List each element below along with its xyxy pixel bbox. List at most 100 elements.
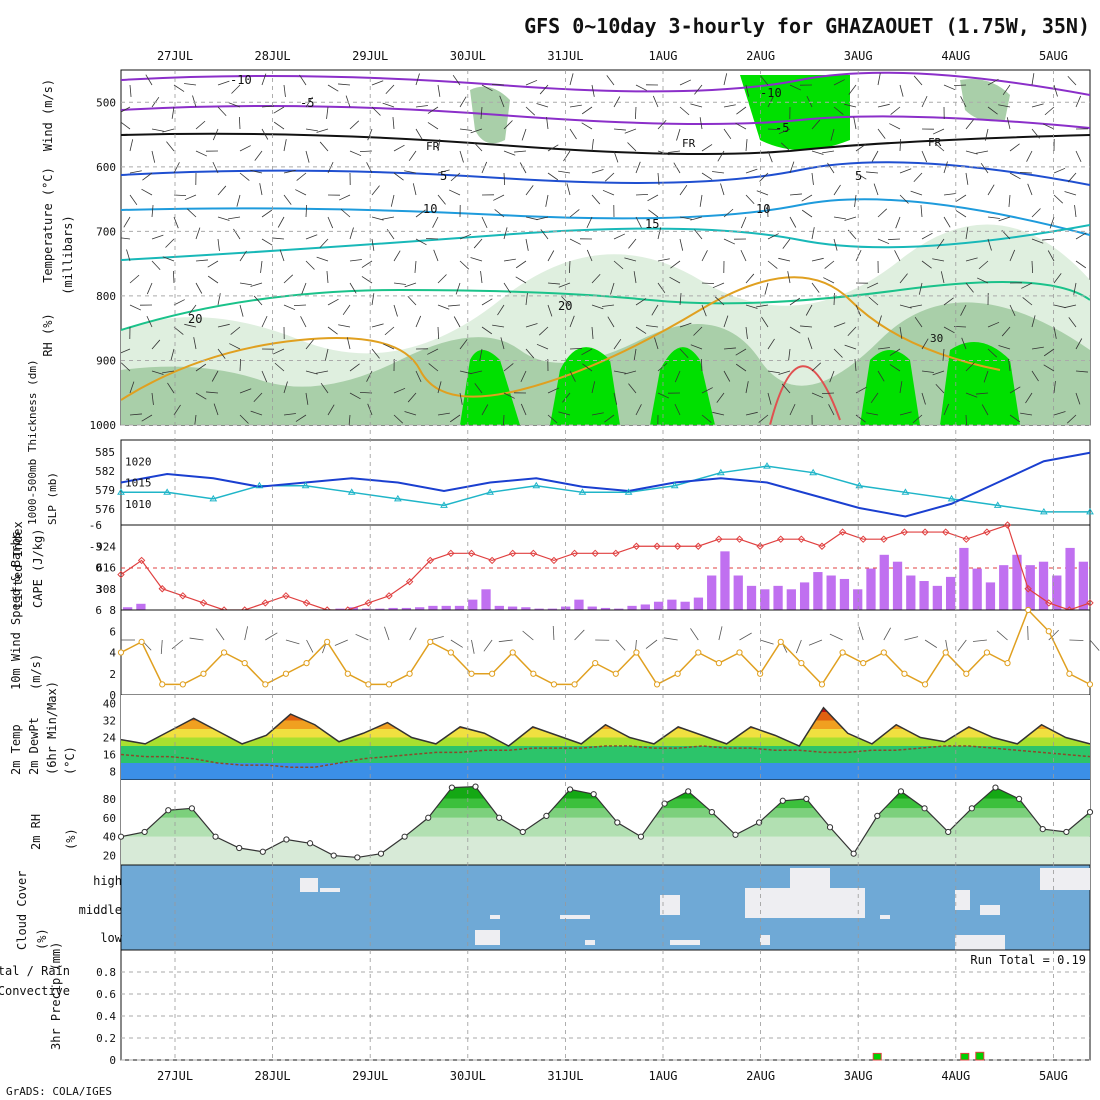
rh-shade-high-4 bbox=[860, 350, 920, 425]
surface-wind-barb bbox=[384, 626, 390, 641]
wind-barb bbox=[976, 392, 989, 395]
wind-barb bbox=[920, 205, 923, 218]
cloud-block bbox=[955, 935, 1005, 950]
top-date-label: 31JUL bbox=[547, 49, 583, 63]
wind-barb bbox=[1053, 194, 1064, 204]
wind-barb bbox=[393, 414, 404, 424]
rh-point bbox=[259, 848, 266, 855]
wind-barb bbox=[547, 144, 559, 152]
wind-barb bbox=[899, 381, 903, 394]
wind-barb bbox=[547, 304, 553, 317]
wind-speed-point bbox=[1025, 606, 1032, 614]
wind-barb bbox=[764, 282, 769, 295]
wind-barb bbox=[723, 238, 736, 245]
wind-barb bbox=[305, 234, 318, 240]
wind-barb bbox=[811, 172, 814, 185]
rh-point bbox=[637, 833, 645, 840]
wind-barb bbox=[239, 304, 244, 317]
top-date-label: 30JUL bbox=[450, 49, 486, 63]
cape-bar bbox=[1012, 554, 1022, 610]
rh-point bbox=[708, 809, 715, 816]
wind-barb bbox=[348, 414, 351, 425]
cape-bar bbox=[441, 605, 451, 610]
wind-speed-point bbox=[901, 670, 908, 677]
wind-barb bbox=[720, 183, 725, 196]
wind-barb bbox=[547, 250, 555, 262]
surface-wind-barb bbox=[334, 639, 348, 646]
wind-barb bbox=[635, 161, 641, 174]
lifted-index-marker bbox=[941, 528, 950, 536]
wind-speed-point bbox=[1086, 681, 1094, 688]
cape-bar bbox=[985, 582, 996, 610]
wind-barb bbox=[668, 150, 681, 153]
wind-barb bbox=[540, 229, 549, 240]
surface-wind-barb bbox=[244, 626, 249, 641]
wind-barb bbox=[569, 128, 577, 140]
wind-barb bbox=[787, 271, 791, 284]
wind-barb bbox=[1009, 249, 1016, 262]
wind-barb bbox=[855, 172, 867, 180]
wind-barb bbox=[821, 392, 835, 395]
wind-barb bbox=[473, 141, 483, 152]
rh-tick: 80 bbox=[103, 793, 116, 806]
wind-barb bbox=[408, 150, 417, 162]
wind-barb bbox=[525, 79, 538, 86]
wind-barb bbox=[761, 316, 769, 328]
contour-label-10: 10 bbox=[423, 202, 437, 216]
temp-contour-25 bbox=[121, 276, 1001, 401]
cloud-block bbox=[880, 915, 890, 919]
wind-barb bbox=[1042, 123, 1055, 130]
wind-barb bbox=[384, 326, 395, 336]
minmax-axis-label: (6hr Min/Max) bbox=[45, 681, 59, 775]
wind-barb bbox=[877, 128, 886, 139]
rh-axis-unit: (%) bbox=[64, 828, 78, 850]
wind-barb bbox=[415, 73, 420, 86]
wind-barb bbox=[899, 304, 912, 309]
wind-barb bbox=[745, 304, 758, 309]
wind-barb bbox=[427, 348, 439, 355]
wind-barb bbox=[326, 106, 329, 119]
wind-barb bbox=[673, 162, 681, 174]
wind-barb bbox=[1031, 370, 1039, 382]
precip-tick: 0.2 bbox=[96, 1032, 116, 1045]
wind-barb bbox=[349, 282, 357, 294]
wind-barb bbox=[870, 392, 879, 404]
lifted-index-axis-label: Lifted Index bbox=[11, 521, 25, 608]
wind-barb bbox=[602, 304, 615, 307]
wind-barb bbox=[520, 370, 527, 383]
pressure-tick: 900 bbox=[96, 354, 116, 367]
wind-barb bbox=[525, 293, 528, 306]
wind-speed-point bbox=[303, 660, 310, 667]
wind-barb bbox=[121, 121, 131, 130]
precip-tick: 0 bbox=[109, 1054, 116, 1067]
bottom-date-label: 1AUG bbox=[649, 1069, 678, 1083]
surface-wind-barb bbox=[450, 639, 463, 648]
surface-wind-barb bbox=[996, 630, 1008, 641]
wind-barb bbox=[207, 275, 219, 284]
wind-barb bbox=[217, 238, 220, 251]
cape-bar bbox=[415, 607, 425, 610]
slp-tick: 1015 bbox=[125, 477, 152, 490]
wind-barb bbox=[473, 238, 483, 249]
wind-barb bbox=[789, 161, 795, 174]
wind-barb bbox=[740, 249, 747, 262]
wind-speed-point bbox=[695, 649, 702, 656]
rh-point bbox=[803, 795, 810, 802]
rh-side-label-group: 2m RH (%) bbox=[29, 814, 78, 850]
wind-barb bbox=[670, 260, 681, 269]
wind-barb bbox=[320, 382, 329, 394]
wind-speed-point bbox=[550, 681, 558, 688]
lifted-index-marker bbox=[694, 542, 702, 550]
wind-barb bbox=[569, 209, 580, 218]
wind-barb bbox=[740, 216, 747, 229]
wind-barb bbox=[1042, 238, 1055, 241]
wind-barb bbox=[976, 150, 989, 154]
wind-barb bbox=[338, 194, 351, 201]
wind-barb bbox=[566, 183, 571, 196]
wind-barb bbox=[141, 414, 153, 422]
wind-barb bbox=[193, 337, 197, 350]
thickness-tick: 582 bbox=[95, 465, 115, 478]
wind-barb bbox=[717, 150, 725, 162]
wind-barb bbox=[844, 216, 857, 221]
temperature-band bbox=[121, 763, 1090, 780]
